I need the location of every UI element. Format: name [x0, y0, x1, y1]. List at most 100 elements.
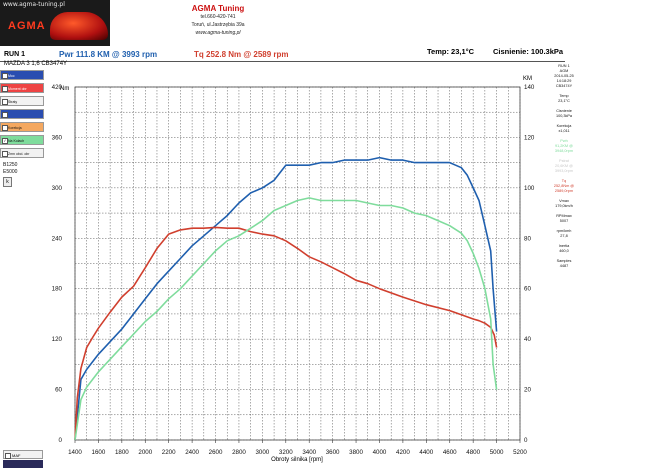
plot-frame: [74, 86, 521, 441]
x-tick-label: 4600: [443, 449, 457, 456]
x-tick-label: 2400: [185, 449, 199, 456]
info-pwh-rpm: 3948,0rpm: [554, 149, 574, 153]
checkbox-correction[interactable]: [2, 125, 8, 131]
info-inertia-value: 460,0: [559, 249, 569, 253]
info-tq-rpm: 2589,0rpm: [554, 189, 574, 193]
power-summary: Pwr 111.8 KM @ 3993 rpm: [59, 50, 158, 59]
y-left-tick-label: 420: [52, 84, 63, 91]
y-right-tick-label: 120: [524, 134, 535, 141]
checkbox-power[interactable]: ✓: [2, 73, 8, 79]
info-pstrat-rpm: 3993,0rpm: [554, 169, 574, 173]
y-left-axis-title: Nm: [60, 86, 69, 92]
sidebar-item-label: Na Kołach: [8, 139, 25, 143]
x-tick-label: 3800: [349, 449, 363, 456]
x-tick-label: 4800: [466, 449, 480, 456]
info-rpmmax-label: RPMmax: [556, 214, 572, 218]
info-tq-label: Tq: [561, 179, 567, 183]
info-plate: CB3474Y: [555, 84, 573, 88]
y-right-tick-label: 100: [524, 185, 535, 192]
logo-url: www.agma-tuning.pl: [3, 1, 65, 8]
info-vmax-label: Vmax: [559, 199, 569, 203]
company-logo: www.agma-tuning.pl AGMA: [0, 0, 110, 46]
y-right-tick-label: 60: [524, 286, 531, 293]
app-badge: [3, 460, 43, 468]
sidebar-item-label: Moment obr: [8, 87, 27, 91]
y-left-tick-label: 180: [52, 286, 63, 293]
x-axis-title: Obroty silnika [rpm]: [271, 457, 323, 463]
info-samples-value: 4487: [559, 264, 569, 268]
sidebar-item-label: Moc: [8, 74, 15, 78]
info-date: 2014-05-25: [554, 74, 574, 78]
x-tick-label: 5000: [490, 449, 504, 456]
x-tick-label: 2800: [232, 449, 246, 456]
temp-summary: Temp: 23,1°C: [427, 47, 475, 56]
x-tick-label: 3600: [326, 449, 340, 456]
company-info: AGMA Tuning tel.660-420-741 Toruń, ul.Ja…: [118, 4, 318, 37]
chart-series: [74, 156, 498, 441]
sidebar-item-load[interactable]: Zmn obci. obr: [0, 148, 44, 158]
y-left-tick-label: 360: [52, 134, 63, 141]
maf-toggle[interactable]: MAF: [3, 450, 43, 459]
y-right-axis-title: KM: [523, 76, 532, 82]
y-right-tick-label: 40: [524, 336, 531, 343]
info-operator: AGM: [559, 69, 569, 73]
company-address: Toruń, ul.Jastrzębia 39a: [191, 22, 245, 28]
checkbox-maf[interactable]: [5, 453, 11, 459]
info-correction-label: Korekcja: [556, 124, 572, 128]
checkbox-losses[interactable]: [2, 99, 8, 105]
k-button[interactable]: k: [3, 177, 12, 187]
info-rpmkmh-value: 27,8: [560, 234, 568, 238]
chart-axes: 1400 1600 1800 2000 2200 2400 2600 2800 3000 3200…: [52, 84, 535, 456]
x-tick-label: 3200: [279, 449, 293, 456]
info-pstrat-value: 20,6KM @: [555, 164, 573, 168]
sidebar-item-losses[interactable]: Straty: [0, 96, 44, 106]
checkbox-blank[interactable]: [2, 112, 8, 118]
info-inertia-label: Inertia: [558, 244, 570, 248]
company-phone: tel.660-420-741: [200, 14, 236, 20]
info-pressure-value: 100,3kPa: [555, 114, 573, 118]
b-value: B1250: [3, 162, 18, 168]
info-pressure-label: Cisnienie: [556, 109, 572, 113]
sidebar-item-power[interactable]: ✓ Moc: [0, 70, 44, 80]
y-left-tick-label: 0: [59, 437, 63, 444]
sidebar-item-correction[interactable]: Korekcja: [0, 122, 44, 132]
sidebar-item-label: Straty: [8, 100, 18, 104]
info-samples-label: Samples: [556, 259, 572, 263]
maf-label: MAF: [12, 453, 21, 458]
info-temp-label: Temp: [559, 94, 569, 98]
info-temp-value: 23,1°C: [558, 99, 570, 103]
x-tick-label: 2600: [209, 449, 223, 456]
e-value: E5000: [3, 169, 18, 175]
sidebar-item-label: Zmn obci. obr: [8, 152, 30, 156]
info-pwh-label: Pwh: [560, 139, 568, 143]
checkbox-torque[interactable]: ✓: [2, 86, 8, 92]
company-website: www.agma-tuning.pl: [195, 30, 241, 36]
info-pwh-value: 91,2KM @: [555, 144, 573, 148]
x-tick-label: 5200: [513, 449, 527, 456]
x-tick-label: 4200: [396, 449, 410, 456]
x-tick-label: 1400: [68, 449, 82, 456]
torque-curve: [74, 226, 498, 441]
run-label: RUN 1: [4, 51, 26, 58]
sidebar: ✓ Moc ✓ Moment obr Straty Korekcja ✓ Na …: [0, 70, 44, 161]
sidebar-item-wheel[interactable]: ✓ Na Kołach: [0, 135, 44, 145]
x-tick-label: 1800: [115, 449, 129, 456]
x-tick-label: 3400: [302, 449, 316, 456]
y-left-tick-label: 240: [52, 235, 63, 242]
x-tick-label: 4400: [419, 449, 433, 456]
checkbox-load[interactable]: [2, 151, 8, 157]
sidebar-item-blank[interactable]: [0, 109, 44, 119]
info-run: RUN 1: [558, 64, 570, 68]
company-name: AGMA Tuning: [191, 4, 245, 13]
checkbox-wheel[interactable]: ✓: [2, 138, 8, 144]
x-tick-label: 2200: [162, 449, 176, 456]
x-tick-label: 1600: [92, 449, 106, 456]
y-right-tick-label: 140: [524, 84, 535, 91]
logo-name: AGMA: [8, 20, 46, 32]
sidebar-item-torque[interactable]: ✓ Moment obr: [0, 83, 44, 93]
x-tick-label: 2000: [138, 449, 152, 456]
y-left-tick-label: 300: [52, 185, 63, 192]
x-tick-label: 4000: [373, 449, 387, 456]
wheel-power-curve: [74, 197, 498, 441]
